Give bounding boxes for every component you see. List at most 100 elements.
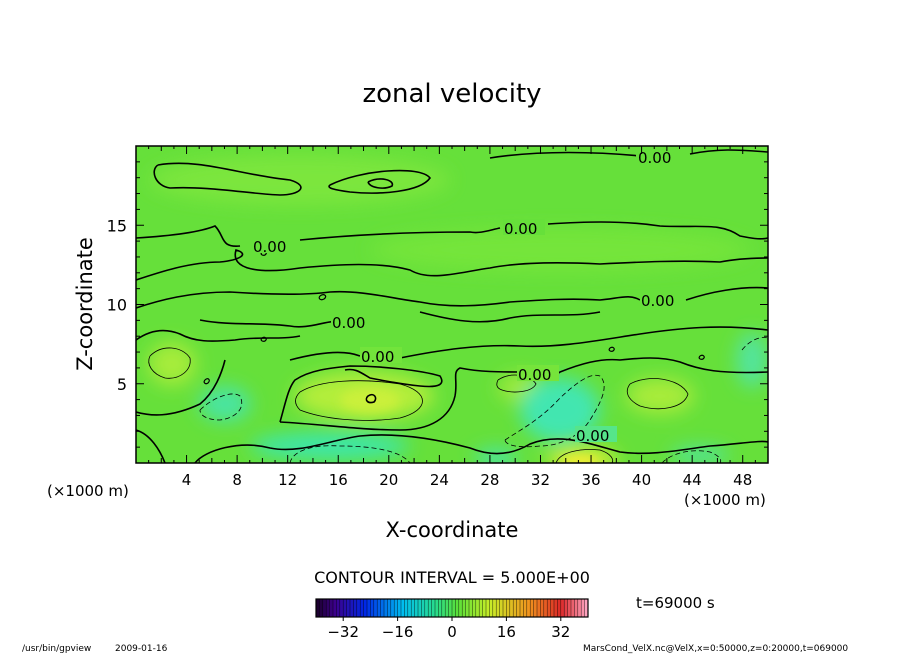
colorbar-block	[380, 599, 385, 617]
contour-zero-4	[689, 149, 768, 155]
colorbar-block	[462, 599, 466, 617]
colorbar-block	[523, 599, 528, 617]
colorbar-block	[503, 599, 507, 617]
contour-zero-8	[547, 221, 768, 240]
contour-pos5-1	[148, 347, 191, 379]
x-tick-label: 24	[430, 471, 449, 489]
colorbar-block	[560, 599, 565, 617]
contour-pos5-4	[626, 378, 689, 410]
contour-zero-9	[136, 249, 768, 281]
y-tick-label: 10	[107, 296, 127, 315]
contour-label-2: 0.00	[504, 220, 537, 238]
contour-neg5-1	[199, 393, 243, 421]
y-tick-label: 5	[117, 375, 127, 394]
x-tick-label: 40	[632, 471, 651, 489]
x-tick-label: 16	[329, 471, 348, 489]
colorbar-block	[428, 599, 432, 617]
contour-pos5-5	[555, 449, 614, 463]
contour-label-3: 0.00	[253, 238, 286, 256]
colorbar-block	[577, 599, 582, 617]
colorbar-block	[326, 599, 330, 617]
colorbar-block	[469, 599, 473, 617]
field-yellow-core-2	[562, 456, 598, 463]
colorbar-block	[377, 599, 381, 617]
colorbar-block	[513, 599, 517, 617]
contour-label-5: 0.00	[332, 314, 365, 332]
footer-date: 2009-01-16	[115, 644, 168, 654]
field-warm-upper	[150, 155, 450, 205]
colorbar-block	[452, 599, 456, 617]
y-axis-label: Z-coordinate	[73, 237, 97, 371]
contour-zero-5	[367, 178, 394, 189]
x-axis-ticks: 4 8 12 16 20 24 28 32 36 40 44 48	[148, 146, 756, 489]
colorbar-block	[475, 599, 480, 617]
x-unit-label-right: (×1000 m)	[684, 491, 766, 509]
colorbar-block	[441, 599, 446, 617]
colorbar-block	[567, 599, 572, 617]
contour-zero-14	[136, 329, 301, 342]
x-tick-label: 20	[379, 471, 398, 489]
x-tick-label: 36	[581, 471, 600, 489]
field-yellow-core-1	[340, 388, 400, 412]
contour-zero-12	[199, 319, 346, 328]
colorbar-block	[367, 599, 371, 617]
contour-zero-22	[365, 393, 377, 404]
colorbar-block	[509, 599, 514, 617]
footer-source: MarsCond_VelX.nc@VelX,x=0:50000,z=0:2000…	[583, 644, 848, 654]
contour-zero-7	[299, 227, 501, 241]
time-label: t=69000 s	[636, 594, 715, 612]
contour-zero-11	[685, 286, 768, 301]
colorbar-block	[343, 599, 347, 617]
field-warm-mid	[370, 228, 750, 272]
colorbar-block	[496, 599, 500, 617]
colorbar-block	[322, 599, 327, 617]
x-unit-label-left: (×1000 m)	[47, 482, 129, 500]
colorbar-block	[465, 599, 470, 617]
colorbar-block	[356, 599, 361, 617]
y-axis-ticks: 5 10 15	[107, 161, 768, 448]
colorbar-block	[550, 599, 555, 617]
colorbar-block	[390, 599, 395, 617]
x-tick-label: 12	[278, 471, 297, 489]
contour-neg5-2	[289, 445, 411, 463]
contour-zero-1	[153, 162, 302, 196]
colorbar-block	[571, 599, 575, 617]
colorbar-ticks: −32 −16 0 16 32	[327, 617, 570, 641]
contour-zero-6	[136, 225, 241, 247]
x-tick-label: 48	[733, 471, 752, 489]
contour-zero-19	[279, 365, 443, 423]
colorbar-block	[421, 599, 426, 617]
colorbar-block	[316, 599, 320, 617]
colorbar-block	[564, 599, 568, 617]
colorbar-block	[543, 599, 548, 617]
contour-label-8: 0.00	[576, 427, 609, 445]
contour-label-1: 0.00	[638, 149, 671, 167]
colorbar-block	[384, 599, 388, 617]
colorbar-block	[499, 599, 504, 617]
colorbar-block	[537, 599, 541, 617]
field-cyan-lobe-4	[736, 332, 768, 388]
x-tick-label: 8	[232, 471, 242, 489]
footer-program: /usr/bin/gpview	[22, 644, 91, 654]
colorbar-block	[472, 599, 477, 617]
x-tick-label: 28	[480, 471, 499, 489]
colorbar-block	[506, 599, 511, 617]
chart-title: zonal velocity	[362, 79, 541, 109]
contour-zero-13	[419, 311, 601, 323]
x-axis-label: X-coordinate	[386, 518, 519, 542]
colorbar-tick-label: 16	[497, 623, 516, 641]
colorbar-block	[540, 599, 545, 617]
colorbar	[315, 599, 589, 617]
contour-zero-15	[289, 351, 361, 361]
contour-neg5-5	[661, 450, 722, 463]
colorbar-block	[492, 599, 497, 617]
colorbar-block	[418, 599, 422, 617]
colorbar-block	[411, 599, 415, 617]
colorbar-tick-label: 0	[447, 623, 457, 641]
colorbar-block	[401, 599, 405, 617]
colorbar-block	[350, 599, 354, 617]
colorbar-block	[574, 599, 579, 617]
field-cyan-lobe-6	[670, 447, 730, 463]
colorbar-block	[435, 599, 439, 617]
